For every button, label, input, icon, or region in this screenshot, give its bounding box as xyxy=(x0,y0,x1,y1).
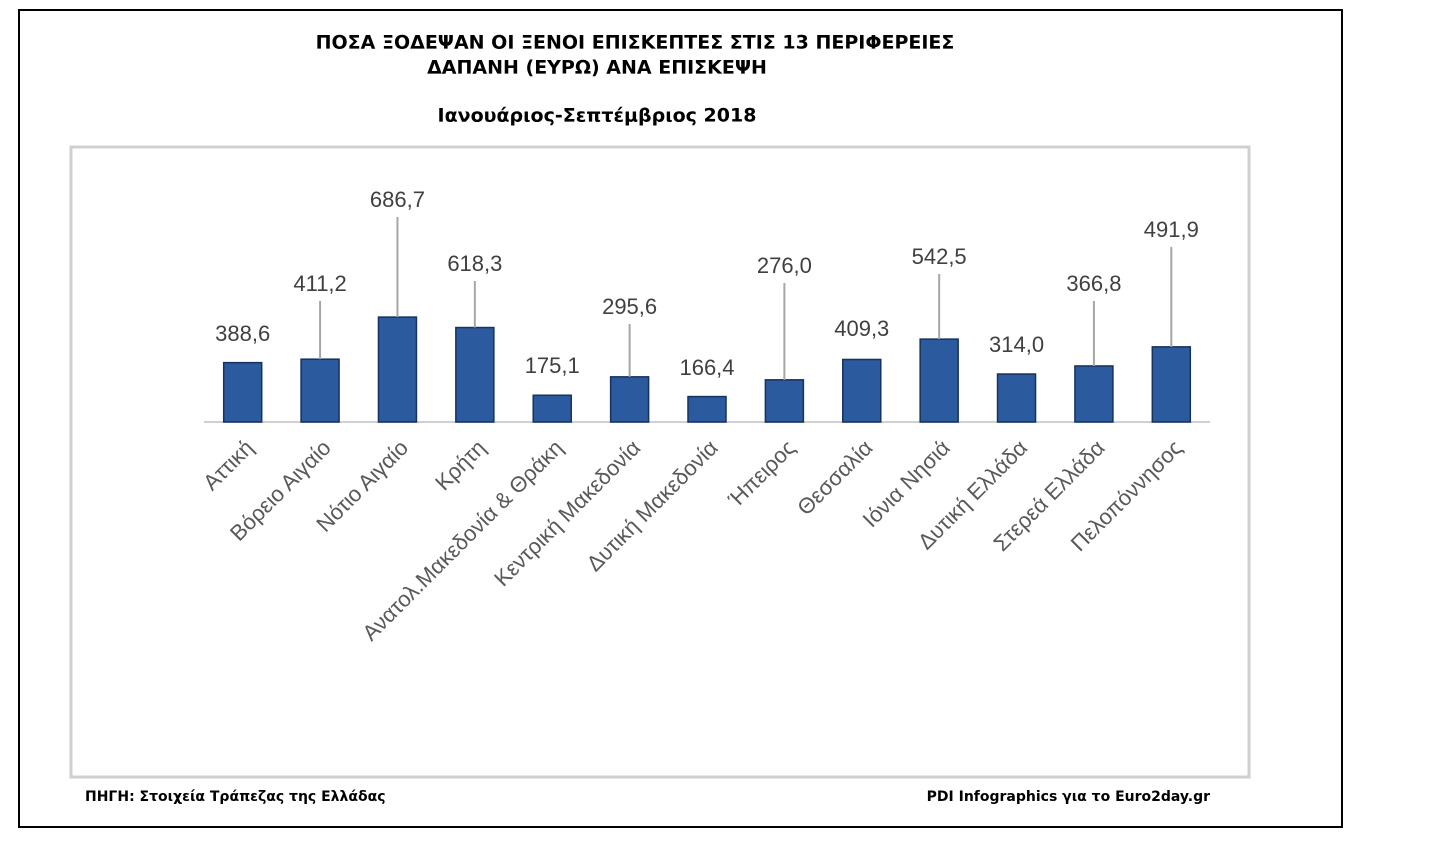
value-label: 314,0 xyxy=(989,332,1044,357)
chart-title: ΠΟΣΑ ΞΟΔΕΨΑΝ ΟΙ ΞΕΝΟΙ ΕΠΙΣΚΕΠΤΕΣ ΣΤΙΣ 13… xyxy=(316,32,955,54)
value-label: 388,6 xyxy=(215,321,270,346)
bar xyxy=(377,316,418,423)
bar xyxy=(919,338,959,423)
value-label: 366,8 xyxy=(1066,271,1121,296)
value-label: 542,5 xyxy=(912,244,967,269)
bar xyxy=(609,376,650,423)
bar xyxy=(1074,365,1114,423)
plot-frame xyxy=(69,145,1251,779)
source: ΠΗΓΗ: Στοιχεία Τράπεζας της Ελλάδας xyxy=(85,789,386,805)
value-label: 276,0 xyxy=(757,253,812,278)
bar xyxy=(455,326,495,423)
bar xyxy=(1151,346,1192,423)
bar xyxy=(996,373,1037,423)
value-label: 686,7 xyxy=(370,187,425,212)
chart-subtitle: ΔΑΠΑΝΗ (ΕΥΡΩ) ΑΝΑ ΕΠΙΣΚΕΨΗ xyxy=(427,57,767,79)
value-label: 166,4 xyxy=(679,355,734,380)
value-label: 411,2 xyxy=(293,271,346,296)
period: Ιανουάριος-Σεπτέμβριος 2018 xyxy=(438,105,757,127)
value-label: 409,3 xyxy=(834,316,889,341)
bar xyxy=(300,358,340,423)
bar xyxy=(222,361,263,423)
credit: PDI Infographics για το Euro2day.gr xyxy=(927,789,1210,805)
value-label: 618,3 xyxy=(447,251,502,276)
value-label: 491,9 xyxy=(1144,217,1199,242)
bar xyxy=(532,394,572,423)
bar xyxy=(842,358,882,423)
value-label: 175,1 xyxy=(525,353,580,378)
value-label: 295,6 xyxy=(602,294,657,319)
bar xyxy=(764,379,805,423)
bar xyxy=(687,395,727,423)
